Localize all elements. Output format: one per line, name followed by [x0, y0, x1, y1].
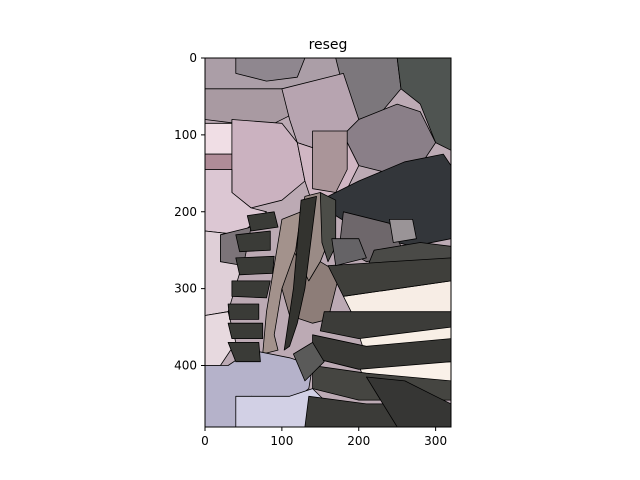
- segment-regions: [205, 58, 451, 427]
- plot-area: [205, 58, 451, 427]
- segment-region: [235, 230, 271, 253]
- segment-region: [319, 311, 451, 340]
- x-tick-label: 0: [201, 434, 209, 448]
- segment-region: [331, 238, 367, 267]
- segment-region: [327, 257, 451, 297]
- segment-region: [235, 255, 275, 276]
- segment-region: [312, 130, 348, 193]
- segment-region: [227, 341, 261, 363]
- axes-frame: [204, 57, 452, 428]
- y-tick-label: 100: [174, 128, 197, 142]
- chart-title: reseg: [309, 37, 348, 53]
- segment-region: [389, 218, 417, 243]
- y-tick-label: 300: [174, 282, 197, 296]
- segment-region: [235, 58, 306, 82]
- x-tick-label: 300: [424, 434, 447, 448]
- segment-region: [205, 153, 233, 170]
- segment-region: [246, 211, 279, 232]
- y-tick-label: 200: [174, 205, 197, 219]
- x-tick-label: 100: [270, 434, 293, 448]
- x-tick-label: 200: [347, 434, 370, 448]
- segment-region: [283, 195, 317, 351]
- y-axis: 0 100 200 300 400: [174, 51, 205, 373]
- segment-region: [205, 122, 233, 155]
- segment-region: [292, 341, 325, 382]
- segment-region: [231, 280, 271, 299]
- segment-region: [319, 192, 337, 263]
- segment-region: [205, 311, 237, 366]
- y-tick-label: 0: [189, 51, 197, 65]
- segment-region: [227, 322, 264, 340]
- y-tick-label: 400: [174, 359, 197, 373]
- x-axis: 0 100 200 300: [201, 427, 447, 448]
- segment-region: [365, 376, 451, 427]
- segment-region: [227, 303, 260, 320]
